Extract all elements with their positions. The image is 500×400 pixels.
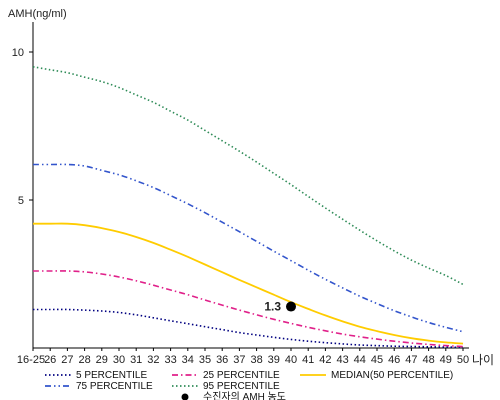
y-tick-label: 5	[18, 195, 24, 207]
x-tick-label: 31	[130, 354, 142, 366]
legend-entry: MEDIAN(50 PERCENTILE)	[331, 370, 453, 381]
x-tick-label: 46	[388, 354, 400, 366]
x-tick-label: 38	[250, 354, 262, 366]
x-tick-label: 42	[319, 354, 331, 366]
x-tick-label: 50	[457, 354, 469, 366]
legend-entry: 95 PERCENTILE	[203, 381, 280, 392]
series-line-4	[32, 66, 464, 286]
series-line-1	[32, 270, 464, 348]
x-tick-label: 43	[336, 354, 348, 366]
x-tick-label: 41	[302, 354, 314, 366]
x-tick-label: 26	[44, 354, 56, 366]
legend-entry: 수진자의 AMH 농도	[203, 391, 286, 400]
plot-area: 5 10 16-25 26 27 28 29 30 31 32 33 34 35 36 37 38 39 40 41…	[12, 22, 469, 366]
y-axis-label: AMH(ng/ml)	[8, 8, 67, 20]
x-tick-label: 48	[422, 354, 434, 366]
x-tick-label: 49	[440, 354, 452, 366]
x-tick-label: 28	[78, 354, 90, 366]
x-tick-label: 35	[199, 354, 211, 366]
x-tick-label: 44	[354, 354, 366, 366]
x-tick-label: 16-25	[17, 354, 45, 366]
x-tick-label: 36	[216, 354, 228, 366]
x-tick-label: 37	[233, 354, 245, 366]
marker-value-label: 1.3	[264, 300, 281, 314]
series-line-2	[32, 222, 464, 345]
patient-marker	[286, 301, 296, 312]
series-line-3	[33, 163, 464, 333]
legend-entry: 5 PERCENTILE	[76, 370, 147, 381]
legend-entry: 25 PERCENTILE	[203, 370, 280, 381]
x-tick-label: 27	[61, 354, 73, 366]
series-line-0	[33, 308, 464, 349]
x-tick-label: 30	[113, 354, 125, 366]
x-tick-label: 47	[405, 354, 417, 366]
x-tick-label: 29	[96, 354, 108, 366]
y-tick-label: 10	[12, 47, 24, 59]
x-axis-label: 나이	[472, 353, 494, 367]
legend: 5 PERCENTILE 25 PERCENTILE MEDIAN(50 PERCE…	[45, 370, 453, 400]
x-tick-label: 34	[182, 354, 194, 366]
legend-entry: 75 PERCENTILE	[76, 381, 153, 392]
x-tick-label: 40	[285, 354, 297, 366]
legend-marker-swatch	[181, 393, 189, 400]
x-tick-label: 32	[147, 354, 159, 366]
x-tick-label: 33	[164, 354, 176, 366]
x-tick-label: 45	[371, 354, 383, 366]
x-tick-label: 39	[268, 354, 280, 366]
